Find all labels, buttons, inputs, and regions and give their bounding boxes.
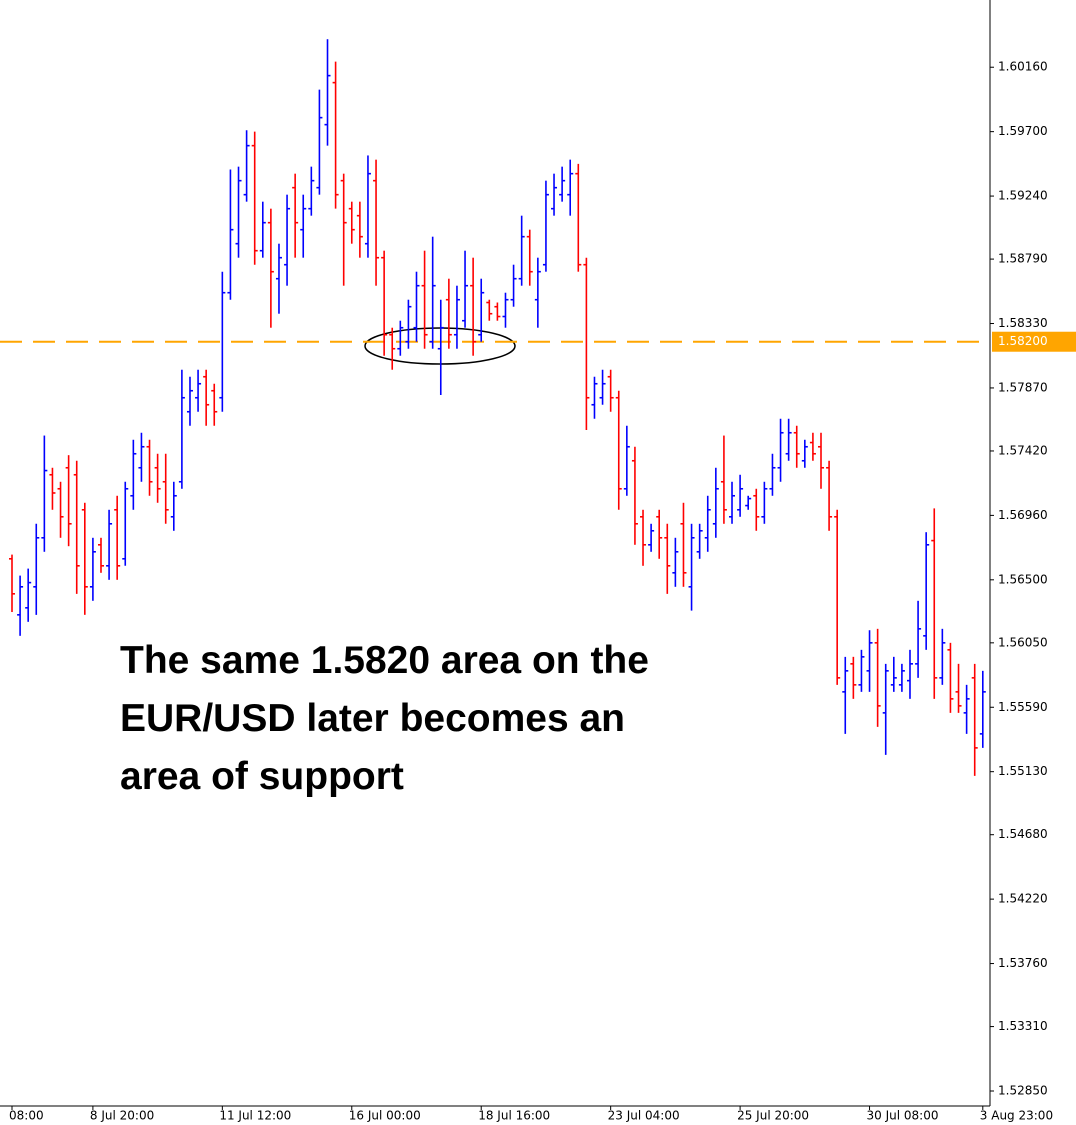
y-tick-label: 1.55130 (998, 764, 1048, 778)
y-tick-label: 1.52850 (998, 1083, 1048, 1097)
y-tick-label: 1.53310 (998, 1019, 1048, 1033)
y-tick-label: 1.54680 (998, 827, 1048, 841)
y-tick-label: 1.53760 (998, 956, 1048, 970)
y-tick-label: 1.56500 (998, 572, 1048, 586)
x-tick-label: 08:00 (9, 1109, 44, 1123)
y-tick-label: 1.59240 (998, 189, 1048, 203)
annotation-line: EUR/USD later becomes an (120, 697, 625, 740)
y-tick-label: 1.56050 (998, 635, 1048, 649)
y-tick-label: 1.59700 (998, 124, 1048, 138)
annotation-line: area of support (120, 755, 404, 798)
y-tick-label: 1.60160 (998, 60, 1048, 74)
x-tick-label: 11 Jul 12:00 (219, 1109, 291, 1123)
x-tick-label: 3 Aug 23:00 (980, 1109, 1053, 1123)
x-tick-label: 23 Jul 04:00 (608, 1109, 680, 1123)
level-label-box (992, 331, 1076, 352)
x-tick-label: 16 Jul 00:00 (349, 1109, 421, 1123)
x-tick-label: 30 Jul 08:00 (867, 1109, 939, 1123)
x-tick-label: 8 Jul 20:00 (90, 1109, 154, 1123)
y-tick-label: 1.56960 (998, 508, 1048, 522)
annotation-line: The same 1.5820 area on the (120, 639, 649, 682)
y-tick-label: 1.57870 (998, 380, 1048, 394)
y-tick-label: 1.55590 (998, 700, 1048, 714)
y-tick-label: 1.58330 (998, 316, 1048, 330)
y-tick-label: 1.54220 (998, 892, 1048, 906)
x-tick-label: 25 Jul 20:00 (737, 1109, 809, 1123)
y-tick-label: 1.58790 (998, 252, 1048, 266)
x-tick-label: 18 Jul 16:00 (478, 1109, 550, 1123)
bars (9, 39, 986, 776)
level-label: 1.58200 (998, 334, 1048, 348)
y-tick-label: 1.57420 (998, 443, 1048, 457)
